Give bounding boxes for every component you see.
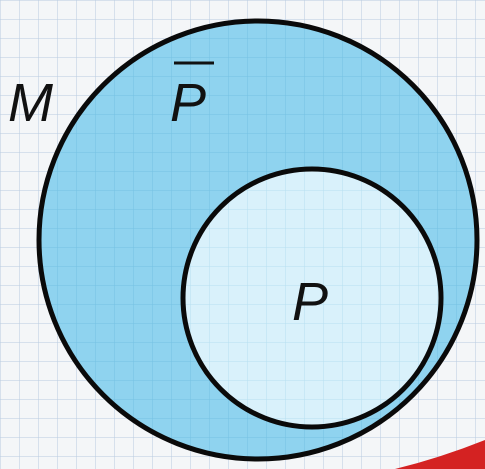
complement-set-label: P: [170, 73, 206, 133]
inner-set-outline: [180, 166, 444, 430]
inner-set-label: P: [292, 272, 328, 332]
red-accent-shape: [395, 440, 485, 469]
outer-set-label: M: [8, 73, 53, 133]
outer-set-outline: [36, 18, 480, 462]
inner-set-grid: [183, 169, 441, 427]
